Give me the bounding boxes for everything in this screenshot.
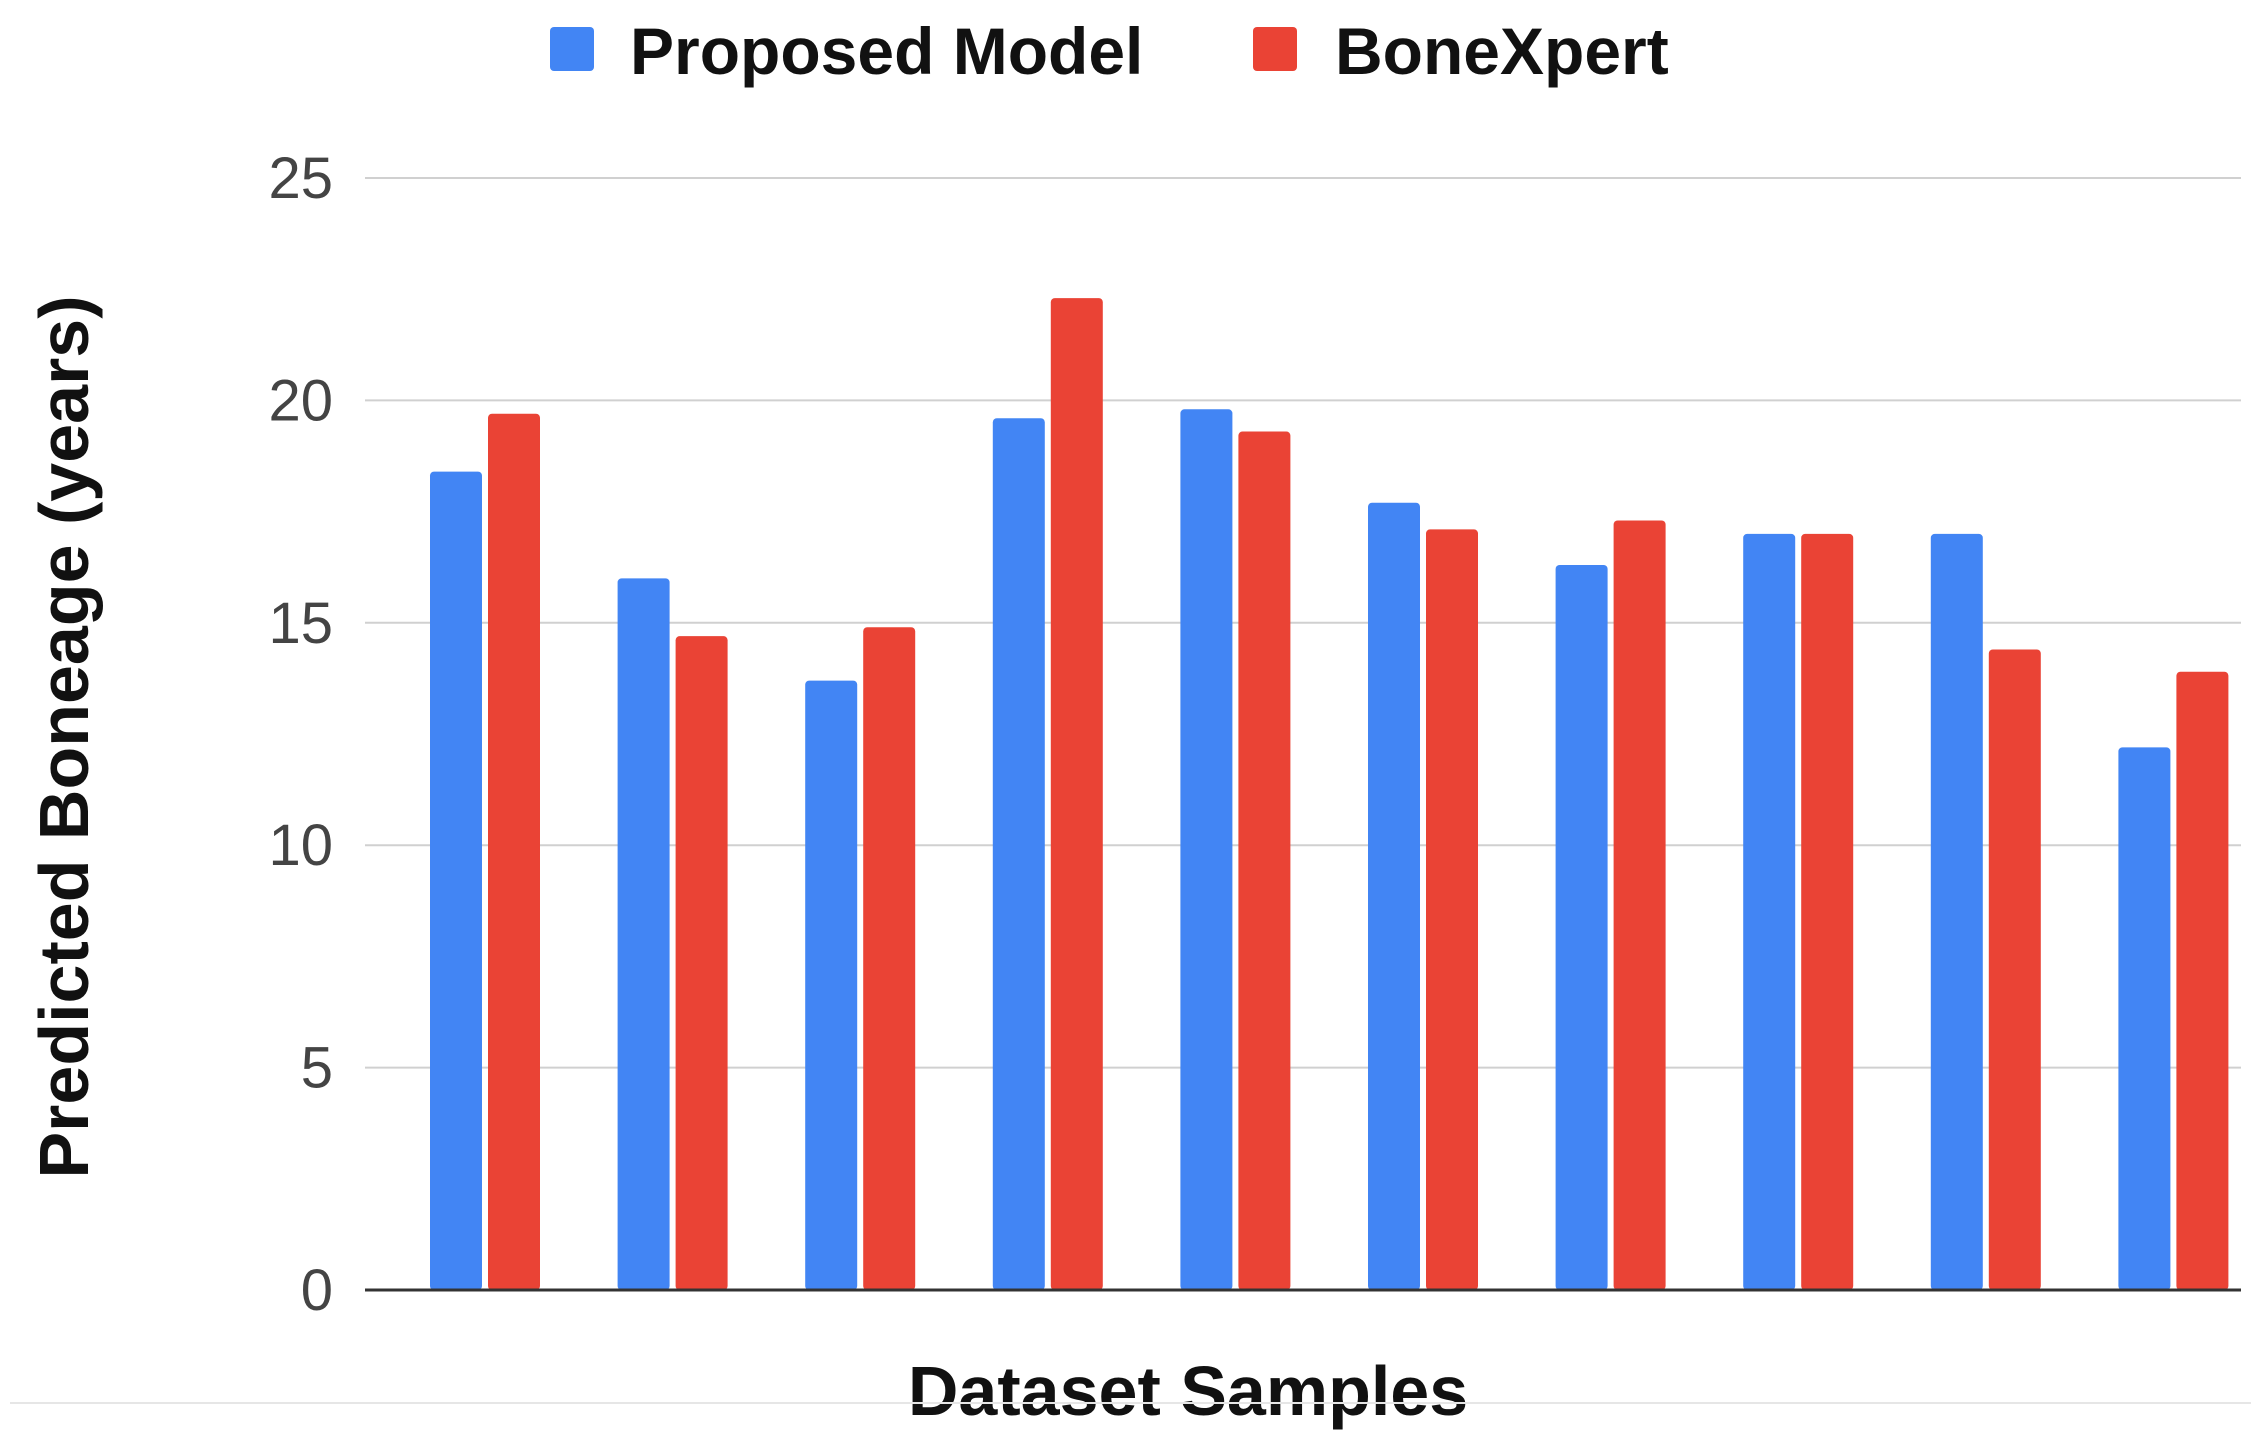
y-tick-label: 15	[268, 591, 333, 656]
bar-bonexpert-7	[1613, 520, 1666, 1290]
legend-swatch-proposed-model	[550, 27, 594, 71]
y-tick-label: 5	[301, 1036, 333, 1101]
bar-proposed-model-9	[1930, 533, 1983, 1290]
legend-label-proposed-model: Proposed Model	[630, 14, 1143, 88]
bar-proposed-model-4	[992, 418, 1045, 1290]
bar-bonexpert-2	[675, 636, 728, 1290]
bar-proposed-model-7	[1555, 564, 1608, 1290]
bar-bonexpert-6	[1426, 529, 1478, 1290]
y-tick-label: 0	[301, 1258, 333, 1323]
bar-proposed-model-3	[805, 680, 858, 1290]
y-tick-label: 25	[268, 146, 333, 211]
bar-bonexpert-5	[1238, 431, 1291, 1290]
bar-proposed-model-10	[2118, 747, 2171, 1290]
bars	[430, 298, 2229, 1291]
legend-swatch-bonexpert	[1253, 27, 1297, 71]
y-axis-title: Predicted Boneage (years)	[25, 295, 103, 1178]
legend-label-bonexpert: BoneXpert	[1335, 14, 1669, 88]
bar-bonexpert-1	[488, 413, 540, 1290]
bar-bonexpert-8	[1801, 533, 1854, 1290]
y-tick-label: 10	[268, 813, 333, 878]
bar-proposed-model-5	[1180, 409, 1233, 1290]
bar-proposed-model-8	[1743, 533, 1796, 1290]
bar-bonexpert-10	[2176, 671, 2229, 1290]
y-tick-label: 20	[268, 368, 333, 433]
bar-proposed-model-2	[617, 578, 670, 1290]
x-axis-title: Dataset Samples	[908, 1352, 1468, 1430]
bar-bonexpert-9	[1988, 649, 2041, 1290]
bar-bonexpert-3	[863, 627, 916, 1290]
legend: Proposed Model BoneXpert	[550, 14, 1669, 88]
bar-proposed-model-1	[430, 471, 482, 1290]
bar-proposed-model-6	[1368, 502, 1420, 1291]
y-tick-labels: 0 5 10 15 20 25	[268, 146, 333, 1323]
bar-bonexpert-4	[1050, 298, 1103, 1290]
